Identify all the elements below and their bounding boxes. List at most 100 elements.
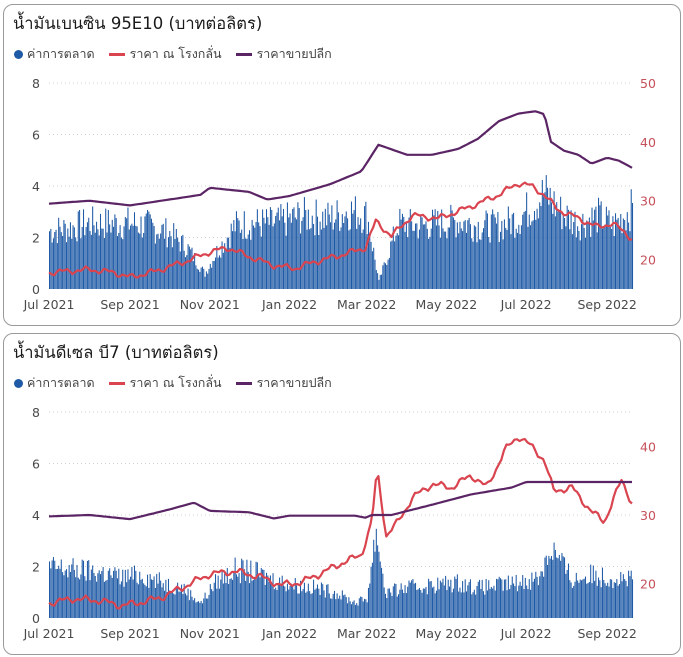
market-margin-bar bbox=[441, 582, 443, 618]
market-margin-bar bbox=[547, 564, 549, 618]
market-margin-bar bbox=[533, 578, 536, 618]
market-margin-bar bbox=[229, 247, 231, 289]
market-margin-bar bbox=[273, 223, 275, 289]
market-margin-bar bbox=[136, 226, 138, 289]
market-margin-bar bbox=[259, 577, 261, 618]
market-margin-bar bbox=[118, 568, 120, 618]
market-margin-bar bbox=[124, 217, 126, 289]
x-tick-label: Jan 2022 bbox=[261, 626, 317, 641]
market-margin-bar bbox=[437, 210, 439, 289]
market-margin-bar bbox=[174, 594, 176, 618]
market-margin-bar bbox=[498, 576, 500, 618]
market-margin-bar bbox=[183, 250, 185, 289]
market-margin-bar bbox=[369, 237, 371, 289]
market-margin-bar bbox=[620, 213, 622, 289]
market-margin-bar bbox=[515, 228, 517, 289]
market-margin-bar bbox=[532, 581, 534, 618]
market-margin-bar bbox=[179, 591, 181, 618]
market-margin-bar bbox=[272, 226, 274, 289]
market-margin-bar bbox=[379, 274, 381, 289]
legend-item-refinery-price[interactable]: ราคา ณ โรงกลั่น bbox=[108, 373, 222, 393]
market-margin-bar bbox=[258, 575, 260, 618]
legend-item-retail-price[interactable]: ราคาขายปลีก bbox=[235, 44, 332, 64]
market-margin-bar bbox=[254, 576, 256, 618]
market-margin-bar bbox=[488, 580, 490, 618]
market-margin-bar bbox=[226, 567, 228, 618]
market-margin-bar bbox=[316, 216, 319, 289]
market-margin-bar bbox=[224, 573, 226, 618]
market-margin-bar bbox=[586, 220, 588, 289]
market-margin-bar bbox=[272, 573, 274, 618]
market-margin-bar bbox=[123, 226, 125, 289]
market-margin-bar bbox=[218, 255, 220, 289]
y-right-tick-label: 40 bbox=[640, 135, 656, 150]
market-margin-bar bbox=[569, 580, 571, 618]
market-margin-bar bbox=[354, 604, 356, 618]
market-margin-bar bbox=[63, 575, 65, 618]
market-margin-bar bbox=[622, 574, 624, 618]
market-margin-bar bbox=[592, 565, 594, 618]
market-margin-bar bbox=[566, 569, 568, 618]
market-margin-bar bbox=[251, 580, 253, 618]
market-margin-bar bbox=[458, 591, 460, 618]
market-margin-bar bbox=[248, 230, 251, 289]
market-margin-bar bbox=[200, 600, 202, 618]
market-margin-bar bbox=[364, 206, 366, 289]
market-margin-bar bbox=[592, 220, 594, 289]
market-margin-bar bbox=[268, 581, 270, 618]
market-margin-bar bbox=[429, 236, 431, 289]
market-margin-bar bbox=[536, 208, 538, 289]
market-margin-bar bbox=[294, 578, 296, 618]
market-margin-bar bbox=[127, 569, 129, 618]
market-margin-bar bbox=[617, 585, 619, 618]
legend-item-retail-price[interactable]: ราคาขายปลีก bbox=[235, 373, 332, 393]
market-margin-bar bbox=[232, 231, 234, 289]
market-margin-bar bbox=[403, 216, 405, 289]
market-margin-bar bbox=[387, 588, 389, 618]
market-margin-bar bbox=[439, 237, 441, 289]
market-margin-bar bbox=[462, 231, 464, 289]
legend-label-refinery-price: ราคา ณ โรงกลั่น bbox=[129, 375, 222, 390]
market-margin-bar bbox=[241, 229, 243, 289]
market-margin-bar bbox=[268, 224, 270, 289]
legend-item-market-margin[interactable]: ค่าการตลาด bbox=[14, 373, 95, 393]
market-margin-bar bbox=[143, 583, 145, 618]
market-margin-bar bbox=[557, 211, 559, 289]
market-margin-bar bbox=[416, 589, 418, 618]
market-margin-bar bbox=[50, 568, 52, 618]
market-margin-bar bbox=[239, 583, 241, 618]
legend-item-market-margin[interactable]: ค่าการตลาด bbox=[14, 44, 95, 64]
market-margin-bar bbox=[320, 229, 322, 289]
market-margin-bar bbox=[428, 238, 430, 289]
market-margin-bar bbox=[69, 222, 71, 289]
market-margin-bar bbox=[330, 598, 332, 618]
market-margin-bar bbox=[581, 224, 583, 289]
market-margin-bar bbox=[305, 592, 307, 618]
market-margin-bar bbox=[430, 581, 432, 618]
market-margin-bar bbox=[490, 586, 492, 618]
market-margin-bar bbox=[409, 582, 411, 618]
market-margin-bar bbox=[432, 209, 434, 289]
legend-label-market-margin: ค่าการตลาด bbox=[27, 375, 95, 390]
market-margin-bar bbox=[128, 229, 130, 289]
market-margin-bar bbox=[198, 601, 200, 618]
market-margin-bar bbox=[97, 573, 99, 618]
market-margin-bar bbox=[574, 581, 576, 618]
market-margin-bar bbox=[150, 218, 153, 289]
market-margin-bar bbox=[213, 582, 215, 618]
gasoline-95e10-chart: น้ำมันเบนซิน 95E10 (บาทต่อลิตร) ค่าการตล… bbox=[3, 4, 681, 326]
market-margin-bar bbox=[122, 239, 124, 289]
market-margin-bar bbox=[293, 589, 295, 618]
market-margin-bar bbox=[263, 217, 265, 289]
market-margin-bar bbox=[422, 224, 424, 289]
market-margin-bar bbox=[56, 243, 58, 289]
legend-item-refinery-price[interactable]: ราคา ณ โรงกลั่น bbox=[108, 44, 222, 64]
market-margin-bar bbox=[148, 587, 150, 618]
market-margin-bar bbox=[173, 223, 175, 289]
x-tick-label: Jul 2022 bbox=[500, 626, 552, 641]
y-right-tick-label: 30 bbox=[640, 194, 656, 209]
market-margin-bar bbox=[326, 584, 328, 618]
market-margin-bar bbox=[467, 585, 469, 618]
market-margin-bar bbox=[378, 551, 380, 618]
market-margin-bar bbox=[382, 265, 384, 289]
